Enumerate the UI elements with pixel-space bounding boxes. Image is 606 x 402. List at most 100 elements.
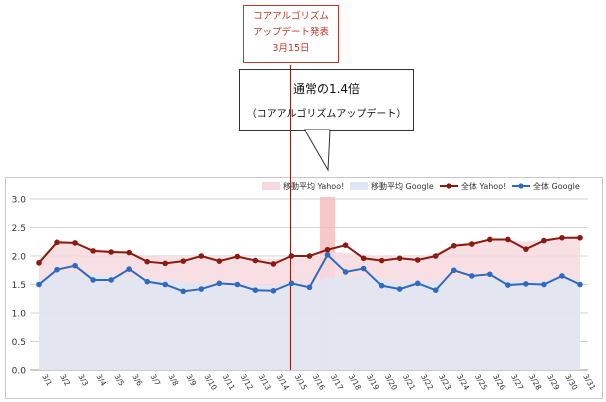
legend-label: 移動平均 Google: [371, 181, 434, 191]
x-tick-label: 3/15: [293, 373, 309, 392]
legend-swatch: [350, 182, 368, 190]
x-tick-label: 3/30: [563, 373, 579, 392]
data-point: [414, 280, 421, 287]
speech-bubble: 通常の1.4倍 （コアアルゴリズムアップデート）: [239, 69, 414, 131]
data-point: [523, 246, 529, 252]
data-point: [216, 258, 223, 264]
data-point: [36, 260, 42, 266]
data-point: [234, 281, 241, 288]
data-point: [360, 265, 367, 272]
y-tick-label: 2.0: [12, 253, 27, 263]
x-tick-label: 3/1: [40, 373, 54, 388]
x-tick-label: 3/25: [473, 373, 489, 392]
data-point: [180, 288, 187, 295]
data-point: [126, 266, 132, 272]
data-point: [505, 236, 511, 243]
data-point: [144, 258, 150, 265]
y-tick-label: 1.5: [12, 281, 26, 291]
announcement-line-2: アップデート発表: [252, 27, 329, 38]
data-point: [162, 281, 169, 288]
x-tick-label: 3/4: [94, 373, 108, 388]
x-tick-label: 3/2: [58, 373, 72, 388]
data-point: [288, 280, 295, 287]
announcement-line-1: コアアルゴリズム: [253, 11, 329, 22]
announcement-label: コアアルゴリズム アップデート発表 3月15日: [243, 5, 339, 63]
data-point: [342, 269, 349, 275]
data-point: [252, 257, 259, 264]
legend-label: 全体 Google: [533, 181, 580, 191]
data-point: [126, 249, 132, 256]
data-point: [234, 253, 241, 260]
x-tick-label: 3/18: [347, 373, 363, 392]
data-point: [306, 253, 313, 259]
x-tick-label: 3/29: [545, 373, 561, 392]
data-point: [72, 240, 78, 246]
data-point: [144, 278, 150, 285]
data-point: [324, 246, 331, 253]
data-point: [270, 261, 277, 267]
data-point: [306, 284, 313, 291]
y-tick-label: 2.5: [12, 224, 26, 234]
data-point: [216, 280, 223, 287]
x-tick-label: 3/5: [112, 373, 126, 388]
y-tick-label: 3.0: [12, 196, 27, 206]
data-point: [90, 277, 96, 283]
data-point: [198, 253, 205, 259]
x-tick-label: 3/27: [509, 373, 525, 392]
data-point: [541, 237, 547, 244]
data-point: [180, 258, 187, 264]
x-tick-label: 3/31: [581, 373, 597, 392]
x-tick-label: 3/3: [76, 373, 90, 388]
y-tick-label: 0.5: [12, 338, 26, 348]
speech-bubble-sub: （コアアルゴリズムアップデート）: [246, 109, 407, 120]
x-tick-label: 3/21: [401, 373, 417, 392]
data-point: [324, 252, 331, 258]
data-point: [396, 286, 403, 292]
x-tick-label: 3/9: [185, 373, 199, 388]
data-point: [432, 287, 439, 294]
data-point: [54, 266, 60, 273]
x-tick-label: 3/19: [365, 373, 381, 392]
data-point: [577, 234, 583, 241]
speech-bubble-main: 通常の1.4倍: [292, 82, 361, 96]
x-tick-label: 3/24: [455, 373, 471, 392]
x-tick-label: 3/23: [437, 373, 453, 392]
x-tick-label: 3/8: [167, 373, 181, 388]
data-point: [108, 277, 114, 283]
data-point: [108, 249, 114, 255]
legend-label: 移動平均 Yahoo!: [283, 181, 344, 191]
data-point: [270, 287, 277, 294]
data-point: [577, 281, 583, 288]
announcement-date: 3月15日: [272, 43, 310, 54]
data-point: [523, 281, 529, 287]
x-tick-label: 3/16: [311, 373, 327, 392]
data-point: [541, 281, 547, 288]
x-tick-label: 3/22: [419, 373, 435, 392]
data-point: [487, 271, 493, 278]
x-tick-label: 3/10: [203, 373, 219, 392]
data-point: [505, 282, 511, 288]
data-point: [378, 257, 385, 264]
data-point: [162, 260, 169, 267]
x-tick-label: 3/28: [527, 373, 543, 392]
x-tick-label: 3/20: [383, 373, 399, 392]
x-tick-label: 3/14: [275, 373, 291, 392]
moving-average-area: [39, 271, 580, 370]
data-point: [36, 281, 42, 288]
data-point: [342, 242, 349, 248]
x-tick-label: 3/17: [329, 373, 345, 392]
data-point: [378, 282, 385, 289]
data-point: [559, 234, 565, 241]
x-tick-label: 3/12: [239, 373, 255, 392]
data-point: [54, 239, 60, 246]
data-point: [90, 248, 96, 254]
data-point: [450, 242, 457, 249]
data-point: [360, 255, 367, 262]
data-point: [432, 253, 439, 259]
data-point: [559, 273, 565, 279]
x-tick-label: 3/26: [491, 373, 507, 392]
x-tick-label: 3/11: [221, 373, 237, 392]
legend-marker: [518, 183, 524, 189]
y-tick-label: 1.0: [12, 310, 27, 320]
